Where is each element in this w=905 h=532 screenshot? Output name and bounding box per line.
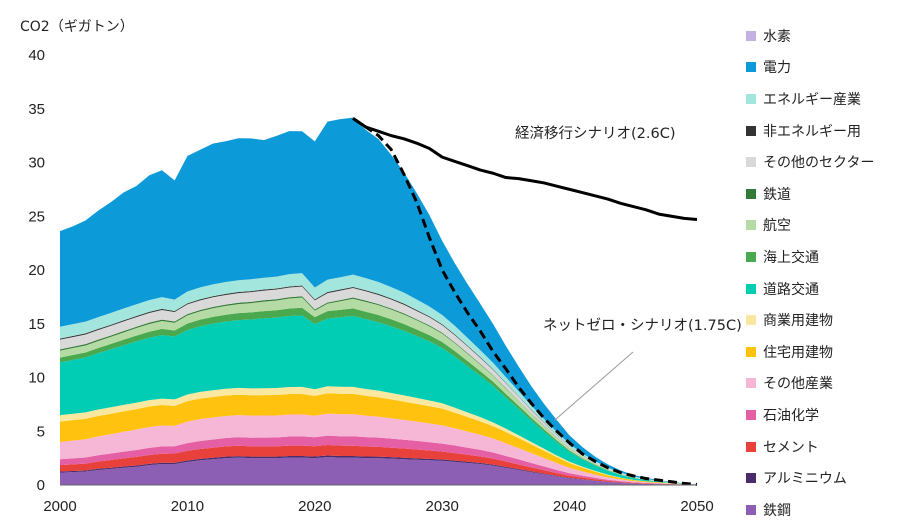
area-series-7 [60, 315, 697, 485]
legend-swatch [746, 220, 756, 231]
legend-swatch [746, 504, 756, 515]
y-tick-label: 5 [37, 423, 45, 440]
legend-swatch [746, 30, 756, 41]
legend-label: 非エネルギー用 [763, 123, 861, 140]
legend-item: セメント [746, 431, 901, 463]
legend-label: アルミニウム [763, 471, 847, 488]
legend-swatch [746, 125, 756, 136]
x-tick-label: 2010 [171, 498, 204, 515]
legend-item: 航空 [746, 210, 901, 242]
area-series-3 [60, 435, 697, 485]
legend-label: 商業用建物 [763, 313, 833, 330]
legend-item: 石油化学 [746, 399, 901, 431]
legend-item: その他のセクター [746, 146, 901, 178]
legend-label: 住宅用建物 [763, 344, 833, 361]
y-axis-label: CO2（ギガトン） [20, 19, 134, 35]
y-tick-label: 20 [28, 262, 45, 279]
legend-swatch [746, 188, 756, 199]
y-tick-label: 0 [37, 477, 45, 494]
legend: 水素電力エネルギー産業 非エネルギー用 その他のセクター 鉄道航空海上交通道路交通商業… [746, 20, 901, 526]
legend-item: エネルギー産業 [746, 83, 901, 115]
y-tick-label: 10 [28, 370, 45, 387]
y-tick-label: 25 [28, 208, 45, 225]
economic-transition-scenario-line [352, 117, 698, 221]
x-tick-labels: 2000 2010 2020 2030 2040 2050 [43, 498, 713, 515]
x-tick-label: 2050 [680, 498, 713, 515]
area-series-4 [60, 413, 697, 485]
legend-swatch [746, 283, 756, 294]
y-tick-label: 15 [28, 316, 45, 333]
legend-swatch [746, 93, 756, 104]
legend-swatch [746, 62, 756, 73]
stacked-areas [60, 117, 697, 485]
legend-item: その他産業 [746, 368, 901, 400]
legend-swatch [746, 346, 756, 357]
legend-label: 石油化学 [763, 407, 819, 424]
legend-swatch [746, 251, 756, 262]
x-tick-label: 2040 [553, 498, 586, 515]
scenario-lines [352, 117, 698, 486]
legend-item: 鉄道 [746, 178, 901, 210]
y-tick-label: 30 [28, 155, 45, 172]
legend-label: エネルギー産業 [763, 91, 861, 108]
net-zero-annotation: ネットゼロ・シナリオ(1.75C) [543, 317, 742, 334]
area-series-14 [60, 117, 697, 485]
legend-label: その他のセクター [763, 155, 875, 172]
legend-item: 道路交通 [746, 273, 901, 305]
legend-item: 商業用建物 [746, 304, 901, 336]
x-tick-label: 2000 [43, 498, 76, 515]
legend-label: 道路交通 [763, 281, 819, 298]
area-series-2 [60, 445, 697, 485]
legend-item: 海上交通 [746, 241, 901, 273]
legend-label: 水素 [763, 28, 791, 45]
legend-swatch [746, 157, 756, 168]
legend-swatch [746, 409, 756, 420]
legend-swatch [746, 473, 756, 484]
y-tick-label: 40 [28, 47, 45, 64]
area-series-5 [60, 393, 697, 485]
legend-item: 水素 [746, 20, 901, 52]
annotations: 経済移行シナリオ(2.6C) ネットゼロ・シナリオ(1.75C) [515, 125, 742, 421]
legend-item: 住宅用建物 [746, 336, 901, 368]
x-tick-label: 2020 [298, 498, 331, 515]
legend-swatch [746, 378, 756, 389]
legend-label: 海上交通 [763, 249, 819, 266]
net-zero-scenario-line [352, 117, 698, 486]
legend-item: 非エネルギー用 [746, 115, 901, 147]
legend-item: 電力 [746, 52, 901, 84]
y-tick-label: 35 [28, 101, 45, 118]
x-tick-label: 2030 [426, 498, 459, 515]
legend-label: 航空 [763, 218, 791, 235]
annotation-pointer-line [553, 351, 634, 421]
legend-label: 鉄鋼 [763, 502, 791, 519]
legend-item: 鉄鋼 [746, 494, 901, 526]
legend-swatch [746, 441, 756, 452]
legend-label: 鉄道 [763, 186, 791, 203]
legend-item: アルミニウム [746, 462, 901, 494]
legend-label: 電力 [763, 60, 791, 77]
y-tick-labels: 0 5 10 15 20 25 30 35 40 [28, 47, 45, 494]
economic-transition-annotation: 経済移行シナリオ(2.6C) [515, 125, 676, 142]
legend-swatch [746, 315, 756, 326]
area-series-0 [60, 457, 697, 485]
legend-label: セメント [763, 439, 819, 456]
legend-label: その他産業 [763, 376, 833, 393]
